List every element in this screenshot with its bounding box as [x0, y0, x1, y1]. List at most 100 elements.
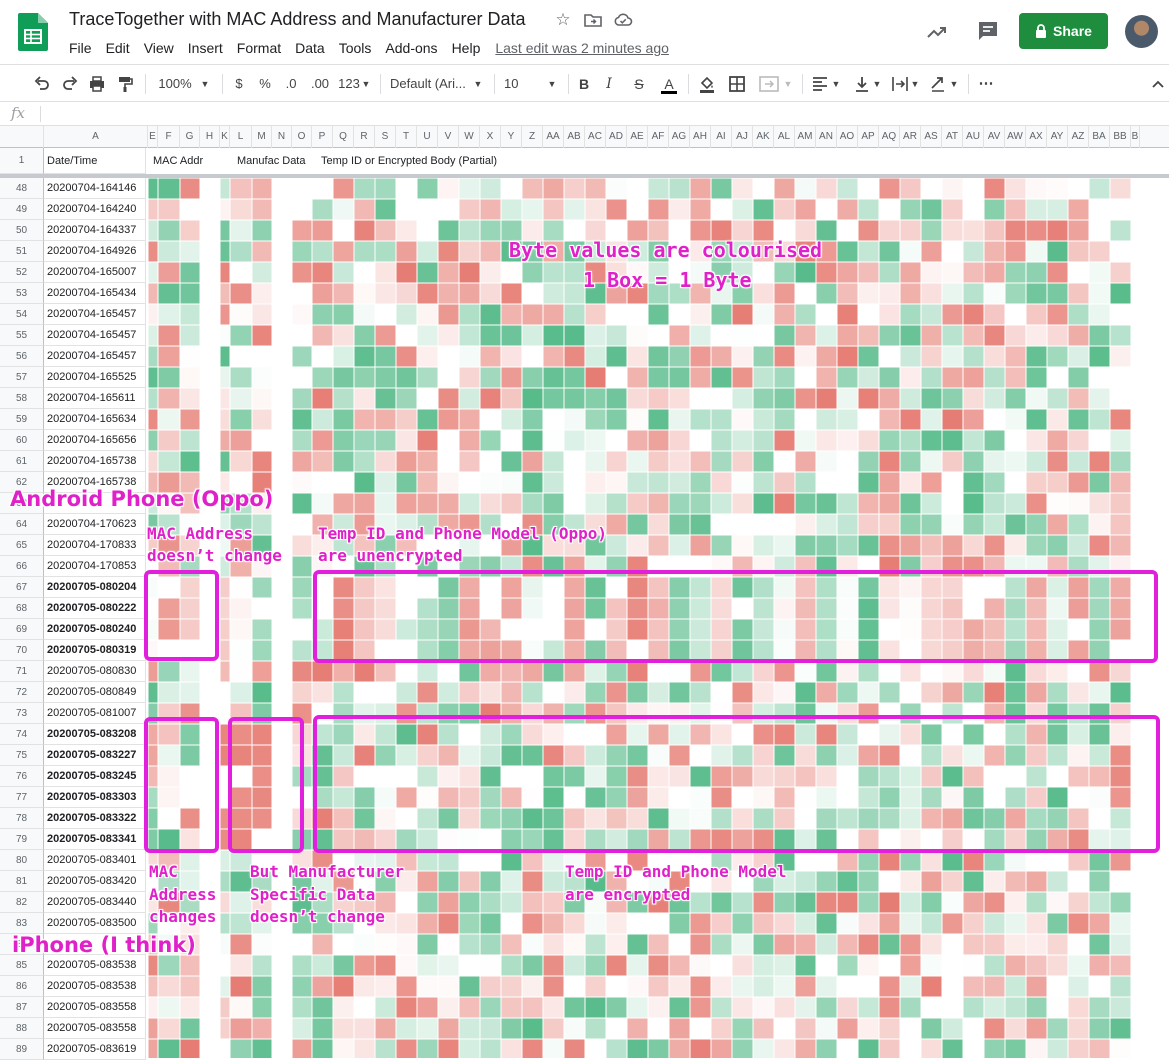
- byte-cell[interactable]: [942, 514, 963, 535]
- byte-cell[interactable]: [543, 388, 564, 409]
- byte-cell[interactable]: [921, 871, 942, 892]
- byte-cell[interactable]: [900, 661, 921, 682]
- byte-cell[interactable]: [220, 346, 230, 367]
- byte-cell[interactable]: [900, 430, 921, 451]
- fill-color-icon[interactable]: [697, 74, 717, 94]
- byte-cell[interactable]: [396, 346, 417, 367]
- byte-cell[interactable]: [984, 850, 1005, 871]
- chevron-down-icon[interactable]: ▼: [872, 79, 882, 89]
- byte-cell[interactable]: [252, 682, 272, 703]
- byte-cell[interactable]: [417, 262, 438, 283]
- byte-cell[interactable]: [1005, 451, 1026, 472]
- byte-cell[interactable]: [312, 409, 333, 430]
- menu-file[interactable]: File: [69, 40, 92, 56]
- byte-cell[interactable]: [1047, 262, 1068, 283]
- byte-cell[interactable]: [795, 661, 816, 682]
- column-header-aq[interactable]: AQ: [879, 126, 900, 148]
- byte-cell[interactable]: [921, 262, 942, 283]
- byte-cell[interactable]: [252, 955, 272, 976]
- byte-cell[interactable]: [158, 409, 180, 430]
- byte-cell[interactable]: [438, 178, 459, 199]
- byte-cell[interactable]: [795, 997, 816, 1018]
- byte-cell[interactable]: [816, 913, 837, 934]
- byte-cell[interactable]: [711, 892, 732, 913]
- byte-cell[interactable]: [220, 388, 230, 409]
- byte-cell[interactable]: [627, 367, 648, 388]
- byte-cell[interactable]: [396, 241, 417, 262]
- byte-cell[interactable]: [606, 997, 627, 1018]
- byte-cell[interactable]: [375, 430, 396, 451]
- byte-cell[interactable]: [585, 304, 606, 325]
- byte-cell[interactable]: [354, 430, 375, 451]
- byte-cell[interactable]: [564, 283, 585, 304]
- byte-cell[interactable]: [984, 262, 1005, 283]
- byte-cell[interactable]: [1110, 913, 1131, 934]
- byte-cell[interactable]: [158, 283, 180, 304]
- column-header-aa[interactable]: AA: [543, 126, 564, 148]
- byte-cell[interactable]: [417, 367, 438, 388]
- byte-cell[interactable]: [1026, 661, 1047, 682]
- cell-date-time[interactable]: 20200704-165457: [44, 304, 146, 325]
- byte-cell[interactable]: [252, 367, 272, 388]
- byte-cell[interactable]: [252, 388, 272, 409]
- byte-cell[interactable]: [921, 241, 942, 262]
- byte-cell[interactable]: [417, 892, 438, 913]
- byte-cell[interactable]: [501, 367, 522, 388]
- byte-cell[interactable]: [375, 1018, 396, 1039]
- byte-cell[interactable]: [879, 661, 900, 682]
- byte-cell[interactable]: [1026, 262, 1047, 283]
- byte-cell[interactable]: [711, 409, 732, 430]
- byte-cell[interactable]: [333, 682, 354, 703]
- byte-cell[interactable]: [711, 997, 732, 1018]
- byte-cell[interactable]: [732, 199, 753, 220]
- byte-cell[interactable]: [1047, 220, 1068, 241]
- byte-cell[interactable]: [220, 997, 230, 1018]
- byte-cell[interactable]: [585, 997, 606, 1018]
- byte-cell[interactable]: [648, 346, 669, 367]
- byte-cell[interactable]: [1068, 892, 1089, 913]
- byte-cell[interactable]: [921, 367, 942, 388]
- byte-cell[interactable]: [438, 871, 459, 892]
- byte-cell[interactable]: [879, 241, 900, 262]
- byte-cell[interactable]: [230, 934, 252, 955]
- byte-cell[interactable]: [396, 913, 417, 934]
- byte-cell[interactable]: [858, 535, 879, 556]
- byte-cell[interactable]: [333, 283, 354, 304]
- byte-cell[interactable]: [396, 493, 417, 514]
- byte-cell[interactable]: [230, 199, 252, 220]
- chevron-down-icon[interactable]: ▼: [473, 79, 483, 89]
- byte-cell[interactable]: [292, 535, 312, 556]
- byte-cell[interactable]: [148, 346, 158, 367]
- byte-cell[interactable]: [230, 1018, 252, 1039]
- byte-cell[interactable]: [480, 955, 501, 976]
- byte-cell[interactable]: [837, 514, 858, 535]
- byte-cell[interactable]: [837, 892, 858, 913]
- byte-cell[interactable]: [858, 283, 879, 304]
- byte-cell[interactable]: [669, 493, 690, 514]
- number-format-select[interactable]: 123: [338, 76, 360, 91]
- column-header-p[interactable]: P: [312, 126, 333, 148]
- row-number[interactable]: 65: [0, 535, 44, 556]
- byte-cell[interactable]: [333, 304, 354, 325]
- byte-cell[interactable]: [148, 220, 158, 241]
- byte-cell[interactable]: [220, 451, 230, 472]
- byte-cell[interactable]: [543, 892, 564, 913]
- byte-cell[interactable]: [963, 493, 984, 514]
- byte-cell[interactable]: [220, 577, 230, 598]
- byte-cell[interactable]: [900, 199, 921, 220]
- byte-cell[interactable]: [606, 472, 627, 493]
- byte-cell[interactable]: [501, 283, 522, 304]
- byte-cell[interactable]: [459, 493, 480, 514]
- byte-cell[interactable]: [417, 1018, 438, 1039]
- byte-cell[interactable]: [858, 199, 879, 220]
- byte-cell[interactable]: [220, 934, 230, 955]
- byte-cell[interactable]: [312, 955, 333, 976]
- byte-cell[interactable]: [1068, 430, 1089, 451]
- byte-cell[interactable]: [1005, 871, 1026, 892]
- byte-cell[interactable]: [648, 430, 669, 451]
- chevron-down-icon[interactable]: ▼: [200, 79, 210, 89]
- byte-cell[interactable]: [220, 367, 230, 388]
- byte-cell[interactable]: [1110, 661, 1131, 682]
- byte-cell[interactable]: [1089, 934, 1110, 955]
- byte-cell[interactable]: [480, 325, 501, 346]
